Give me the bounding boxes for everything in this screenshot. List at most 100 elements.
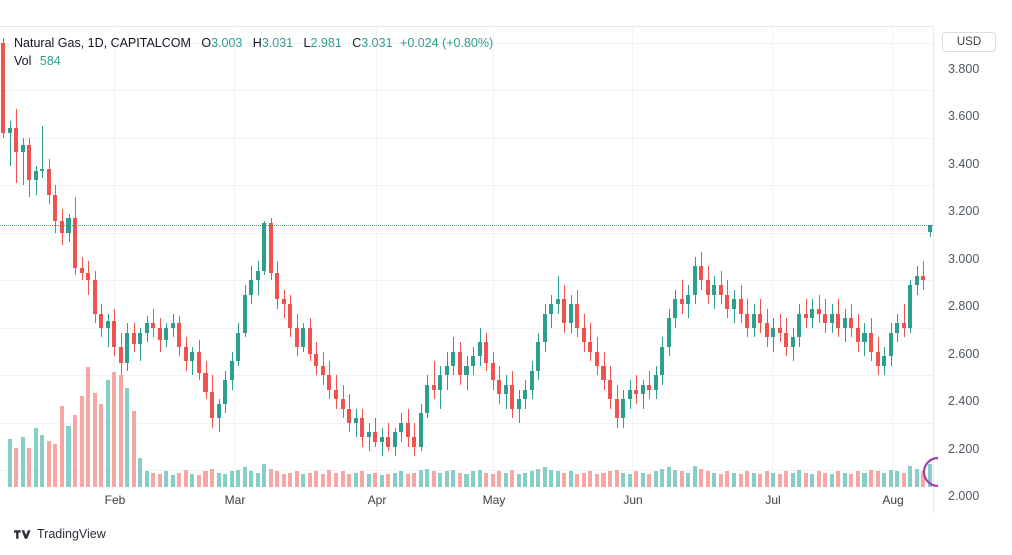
volume-bar [177,472,182,487]
candle-body [40,168,45,171]
volume-bar [497,471,502,487]
low-value: 2.981 [310,36,342,50]
high-value: 3.031 [261,36,294,50]
volume-bar [471,471,476,487]
candle-body [125,332,130,364]
candle-wick [904,304,905,338]
volume-bar [790,472,795,487]
candle-body [562,299,567,324]
candle-body [816,308,821,314]
plot-area[interactable] [0,26,933,487]
volume-bar [640,472,645,487]
candle-body [249,280,254,295]
volume-bar [647,473,652,487]
volume-bar [86,367,91,487]
volume-label[interactable]: Vol [14,54,32,68]
candle-body [157,327,162,340]
candle-body [170,323,175,328]
volume-bar [490,473,495,487]
candle-body [327,375,332,390]
legend-row-volume: Vol 584 [14,54,493,69]
candle-body [497,380,502,395]
volume-bar [268,468,273,487]
candle-body [699,266,704,281]
time-axis[interactable]: Feb Mar Apr May Jun Jul Aug [0,487,933,513]
candle-body [59,220,64,233]
candle-body [464,365,469,376]
volume-bar [686,472,691,487]
candle-body [144,323,149,333]
candle-wick [356,408,357,438]
candle-wick [10,121,11,167]
volume-bar [849,473,854,487]
volume-bar [477,470,482,487]
candle-body [1,42,6,133]
volume-bar [144,471,149,487]
volume-bar [784,471,789,487]
candle-body [738,299,743,314]
volume-bar [536,468,541,487]
candle-body [360,418,365,438]
volume-bar [627,473,632,487]
candle-body [797,313,802,338]
candle-body [908,285,913,328]
candle-wick [108,313,109,347]
gridline-horizontal [0,280,933,282]
candle-body [118,346,123,364]
volume-bar [842,472,847,487]
open-value: 3.003 [211,36,243,50]
volume-bar [562,472,567,487]
volume-bar [484,472,489,487]
candle-body [673,299,678,319]
volume-bar [666,467,671,487]
volume-bar [731,472,736,487]
volume-bar [353,472,358,487]
volume-bar [223,473,228,487]
candle-wick [153,308,154,338]
volume-bar [608,471,613,487]
candle-body [255,270,260,281]
candle-body [921,275,926,281]
volume-bar [895,471,900,487]
currency-badge[interactable]: USD [942,32,996,52]
candle-body [262,223,267,271]
volume-bar [764,471,769,487]
candle-body [790,337,795,347]
volume-bar [705,471,710,487]
candle-body [281,299,286,305]
volume-bar [451,470,456,487]
volume-bar [438,472,443,487]
price-tick-label: 2.400 [948,394,980,409]
candle-body [823,313,828,324]
volume-bar [118,374,123,487]
candle-body [33,170,38,181]
cursor-arc-icon [922,456,939,488]
candle-body [660,346,665,376]
volume-bar [203,471,208,487]
candle-body [268,223,273,274]
candle-body [373,432,378,442]
volume-bar [164,471,169,487]
volume-bar [868,470,874,487]
price-axis[interactable]: USD 3.800 3.600 3.400 3.200 3.000 2.800 2.600 2… [933,26,1012,513]
gridline-vertical [493,26,494,487]
symbol-title[interactable]: Natural Gas, 1D, CAPITALCOM [14,36,191,50]
candle-body [777,327,782,333]
volume-bar [392,472,397,487]
candle-body [307,327,312,354]
volume-bar [718,473,723,487]
volume-bar [875,471,880,487]
volume-bar [190,473,195,487]
candle-body [301,327,306,347]
volume-bar [882,472,887,487]
candle-body [588,342,593,352]
time-tick-label: Jul [765,493,781,507]
candle-body [196,351,201,373]
volume-bar [594,473,599,487]
candle-body [712,285,717,295]
gridline-vertical [892,26,893,487]
volume-bar [138,458,143,487]
volume-bar [7,438,12,487]
candle-body [810,308,815,319]
volume-value: 584 [39,54,61,68]
